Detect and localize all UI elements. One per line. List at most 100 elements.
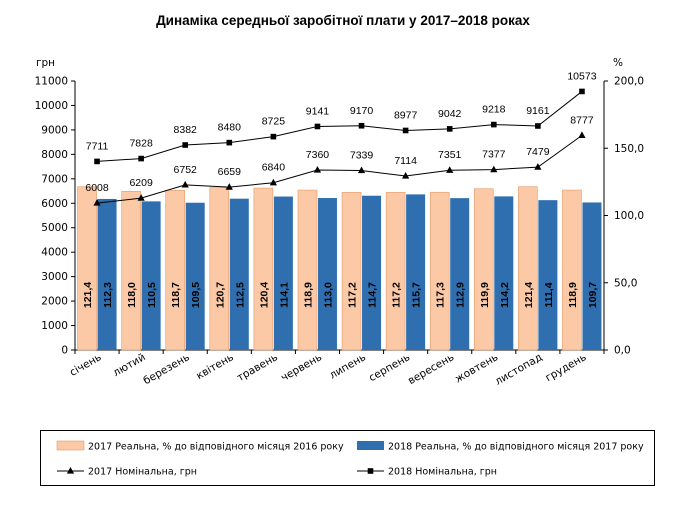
bar-value-label: 121,4 [82, 282, 94, 308]
line-value-label: 7377 [482, 149, 506, 161]
bar-2018-real [141, 201, 161, 350]
bar-2018-real [185, 202, 205, 350]
line-marker-square [270, 133, 277, 140]
bar-value-label: 118,0 [126, 282, 138, 308]
line-value-label: 6008 [85, 182, 109, 194]
bar-2018-real [582, 202, 602, 350]
legend-label: 2017 Номінальна, грн [88, 467, 197, 478]
line-value-label: 9170 [350, 105, 374, 117]
line-value-label: 6840 [262, 162, 286, 174]
bar-value-label: 109,7 [587, 282, 599, 308]
line-value-label: 10573 [567, 70, 596, 82]
bar-series [77, 186, 602, 351]
bar-value-label: 118,9 [567, 282, 579, 308]
bar-2018-real [538, 200, 558, 350]
line-marker-triangle [313, 166, 322, 173]
legend-label: 2018 Номінальна, грн [388, 467, 497, 478]
bar-2017-real [77, 186, 97, 351]
bar-value-label: 114,7 [367, 282, 379, 308]
legend-swatch-2017-real [56, 440, 85, 451]
line-value-label: 8480 [218, 122, 242, 134]
line-marker-square [490, 121, 497, 128]
bar-2018-real [97, 198, 117, 350]
bar-2017-real [518, 186, 538, 351]
bar-2018-real [494, 196, 514, 350]
bar-value-label: 121,4 [523, 282, 535, 308]
line-value-label: 7360 [306, 149, 330, 161]
line-value-label: 9042 [438, 108, 462, 120]
x-axis-category-label: вересень [406, 351, 456, 387]
line-marker-square [182, 142, 189, 148]
line-marker-triangle [534, 163, 542, 170]
line-series [93, 88, 586, 206]
line-value-label: 7114 [394, 155, 417, 167]
bar-value-label: 109,5 [190, 282, 202, 308]
line-value-label: 7711 [86, 140, 109, 152]
bar-value-label: 112,5 [234, 282, 246, 308]
left-axis-tick-label: 11000 [35, 76, 68, 88]
bar-value-label: 114,2 [499, 282, 511, 308]
x-axis-category-label: квітень [194, 351, 236, 382]
bar-2018-real [317, 198, 337, 350]
legend-swatch-2018-real [357, 441, 384, 450]
bar-value-label: 118,9 [302, 282, 314, 308]
line-value-label: 9218 [482, 104, 506, 116]
left-axis-tick-label: 1000 [41, 320, 68, 332]
bar-2017-real [341, 192, 362, 351]
right-axis-tick-label: 50,0 [614, 277, 637, 289]
x-axis-category-label: серпень [367, 351, 412, 384]
chart-title: Динаміка середньої заробітної плати у 20… [156, 13, 530, 28]
line-value-label: 7339 [350, 150, 374, 162]
bar-value-label: 120,4 [258, 282, 270, 308]
left-axis-tick-label: 4000 [41, 247, 68, 259]
line-marker-triangle [578, 131, 586, 138]
legend-label: 2018 Реальна, % до відповідного місяця 2… [388, 442, 644, 453]
legend-marker-triangle [66, 467, 75, 474]
line-value-label: 9161 [526, 105, 550, 117]
x-axis-category-label: травень [235, 351, 280, 384]
line-marker-square [446, 126, 453, 132]
right-axis-tick-label: 200,0 [614, 76, 644, 88]
left-axis-tick-label: 10000 [35, 100, 68, 112]
line-value-label: 8382 [174, 124, 198, 136]
line-marker-triangle [402, 172, 410, 179]
line-2018-nominal [97, 91, 583, 162]
line-marker-triangle [225, 183, 233, 190]
bar-value-label: 119,9 [479, 282, 491, 308]
bar-2017-real [209, 187, 230, 351]
x-axis-category-label: листопад [493, 351, 544, 388]
line-value-label: 8725 [262, 116, 286, 128]
bar-value-label: 120,7 [214, 282, 226, 308]
line-marker-triangle [181, 180, 189, 188]
line-marker-square [226, 139, 233, 146]
legend-marker-square [367, 468, 374, 474]
line-marker-square [94, 158, 100, 165]
bar-value-label: 117,3 [435, 282, 447, 308]
left-axis-tick-label: 3000 [41, 271, 68, 283]
bar-2017-real [562, 189, 582, 351]
line-marker-triangle [93, 199, 101, 206]
right-axis-tick-label: 150,0 [614, 143, 644, 155]
bar-2017-real [165, 190, 186, 351]
left-axis-tick-label: 2000 [41, 296, 68, 308]
bar-value-label: 117,2 [347, 282, 359, 308]
line-value-label: 6659 [218, 166, 242, 178]
bar-value-label: 117,2 [391, 282, 403, 308]
bar-2017-real [253, 187, 274, 351]
line-value-label: 8977 [394, 109, 418, 121]
x-axis-category-label: березень [141, 351, 191, 387]
line-marker-square [358, 122, 365, 129]
bar-2017-real [385, 192, 406, 351]
left-axis-unit: грн [36, 57, 55, 69]
line-marker-triangle [269, 178, 277, 186]
x-axis-category-label: грудень [543, 351, 588, 384]
x-axis-category-label: червень [279, 351, 324, 384]
bar-2017-real [121, 190, 141, 351]
line-marker-square [138, 155, 144, 162]
x-axis-category-label: липень [327, 351, 368, 381]
left-axis-tick-label: 8000 [41, 149, 68, 161]
line-value-label: 6752 [174, 164, 198, 176]
bar-2018-real [229, 198, 249, 350]
left-axis-tick-label: 5000 [41, 222, 68, 234]
